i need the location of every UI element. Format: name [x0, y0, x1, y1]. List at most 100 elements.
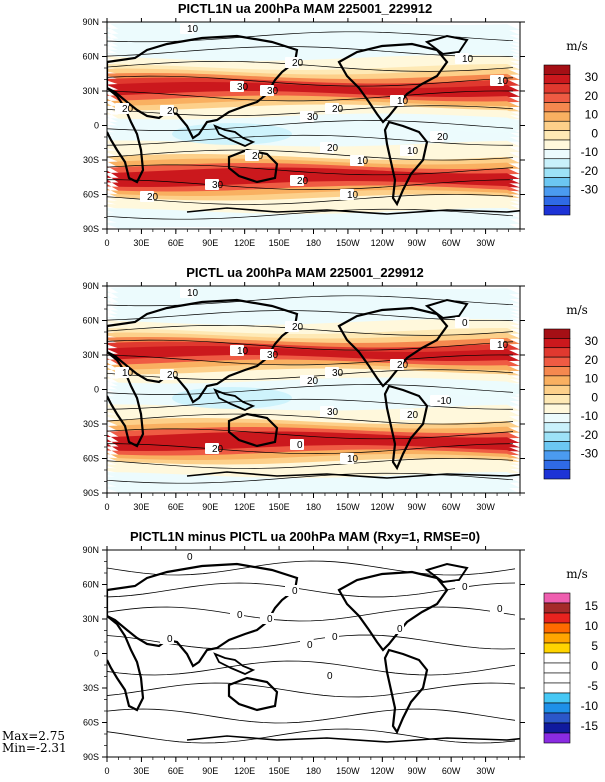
colorbar-label: -30	[581, 183, 599, 197]
contour-label-bg	[140, 191, 154, 202]
contour-band	[107, 55, 520, 67]
contour-label: 0	[187, 552, 193, 563]
contour-label-bg	[320, 670, 334, 681]
contour-label-bg	[490, 603, 504, 614]
colorbar-swatch	[543, 366, 571, 377]
contour-line	[107, 428, 514, 440]
plot-area: 10 20 30 20 10 30 20 10 10 20 30 20 10 20 10 30 20 10 20 20	[106, 21, 521, 230]
y-tick-label: 60N	[82, 316, 99, 326]
colorbar-swatch	[543, 441, 571, 452]
contour-label: 20	[252, 151, 264, 162]
contour-label-bg	[400, 145, 414, 156]
contour-label: 10	[122, 368, 134, 379]
contour-line	[107, 90, 514, 102]
contour-label-bg	[290, 439, 304, 450]
contour-label-bg	[390, 623, 404, 634]
colorbar-swatch	[543, 356, 571, 367]
x-tick-label: 150E	[269, 238, 290, 248]
colorbar-swatch	[543, 632, 571, 644]
colorbar-swatch	[543, 64, 571, 75]
panel-3: PICTL1N minus PICTL ua 200hPa MAM (Rxy=1…	[2, 529, 598, 776]
contour-label-bg	[325, 367, 339, 378]
y-tick-label: 90N	[82, 281, 99, 291]
contour-label: 20	[167, 370, 179, 381]
contour-label-bg	[340, 453, 354, 464]
contour-line	[107, 339, 514, 351]
contour-label-bg	[115, 103, 129, 114]
contour-line	[107, 582, 516, 598]
contour-label-bg	[160, 633, 174, 644]
colorbar-swatch	[543, 177, 571, 188]
contour-label: 0	[307, 640, 313, 651]
contour-label: 0	[462, 582, 468, 593]
panel-title: PICTL ua 200hPa MAM 225001_229912	[186, 265, 424, 280]
contour-label: 10	[497, 76, 509, 87]
colorbar-swatch	[543, 338, 571, 349]
contour-label: -10	[437, 396, 452, 407]
colorbar-swatch	[543, 662, 571, 674]
contour-band	[107, 77, 520, 89]
contour-label-bg	[455, 581, 469, 592]
contour-line	[107, 46, 514, 57]
x-tick-label: 30W	[476, 238, 495, 248]
contour-label: 0	[167, 634, 173, 645]
colorbar-swatch	[543, 413, 571, 424]
contour-label: 10	[187, 24, 199, 35]
colorbar-swatch	[543, 149, 571, 160]
contour-line	[107, 134, 514, 146]
colorbar-swatch	[543, 195, 571, 206]
contour-label: 0	[332, 632, 338, 643]
contour-band	[107, 332, 520, 344]
contour-band	[107, 463, 520, 475]
contour-band	[107, 185, 520, 197]
contour-label-bg	[115, 367, 129, 378]
colorbar-swatch	[543, 139, 571, 150]
contour-line	[107, 354, 514, 366]
colorbar-label: -20	[581, 428, 599, 442]
contour-label-bg	[325, 103, 339, 114]
contour-line	[107, 120, 514, 131]
contour-line	[107, 708, 516, 724]
colorbar-swatch	[543, 422, 571, 433]
contour-label: 0	[267, 614, 273, 625]
y-tick-label: 60S	[83, 454, 99, 464]
y-tick-label: 90N	[82, 17, 99, 27]
x-tick-label: 120E	[234, 238, 255, 248]
contour-label: 30	[307, 112, 319, 123]
contour-label: 10	[407, 146, 419, 157]
contour-label: 0	[237, 610, 243, 621]
y-tick-label: 60S	[83, 718, 99, 728]
contour-band	[107, 73, 520, 85]
contour-label: 30	[267, 350, 279, 361]
contour-label: 10	[347, 190, 359, 201]
contour-label-bg	[290, 175, 304, 186]
contour-label: 10	[397, 96, 409, 107]
contour-label: 10	[347, 454, 359, 465]
panel-2: PICTL ua 200hPa MAM 225001_229912 10 20 30 3…	[82, 265, 598, 512]
contour-label-bg	[205, 443, 219, 454]
stat-min: Min=-2.31	[2, 741, 67, 755]
contour-label-bg	[180, 551, 194, 562]
contour-label-bg	[455, 317, 469, 328]
plot-area: 0 0 0 0 0 0 0 0 0 0 0	[106, 549, 521, 758]
contour-label-bg	[230, 609, 244, 620]
y-tick-label: 30S	[83, 155, 99, 165]
contour-label: 30	[212, 180, 224, 191]
x-tick-label: 150E	[269, 502, 290, 512]
contour-line	[107, 728, 516, 744]
contour-label: 20	[122, 104, 134, 115]
contour-label-bg	[230, 345, 244, 356]
x-tick-label: 30E	[133, 766, 149, 776]
colorbar-label: 30	[585, 70, 599, 84]
contour-band	[107, 485, 520, 493]
contour-label-bg	[180, 23, 194, 34]
contour-line	[107, 384, 514, 395]
wind-field	[107, 286, 520, 493]
contour-label-bg	[430, 395, 449, 406]
colorbar-label: -10	[581, 699, 599, 713]
contour-label: 20	[407, 410, 419, 421]
wind-field	[107, 550, 520, 757]
contour-band	[107, 454, 520, 466]
colorbar-label: 30	[585, 334, 599, 348]
